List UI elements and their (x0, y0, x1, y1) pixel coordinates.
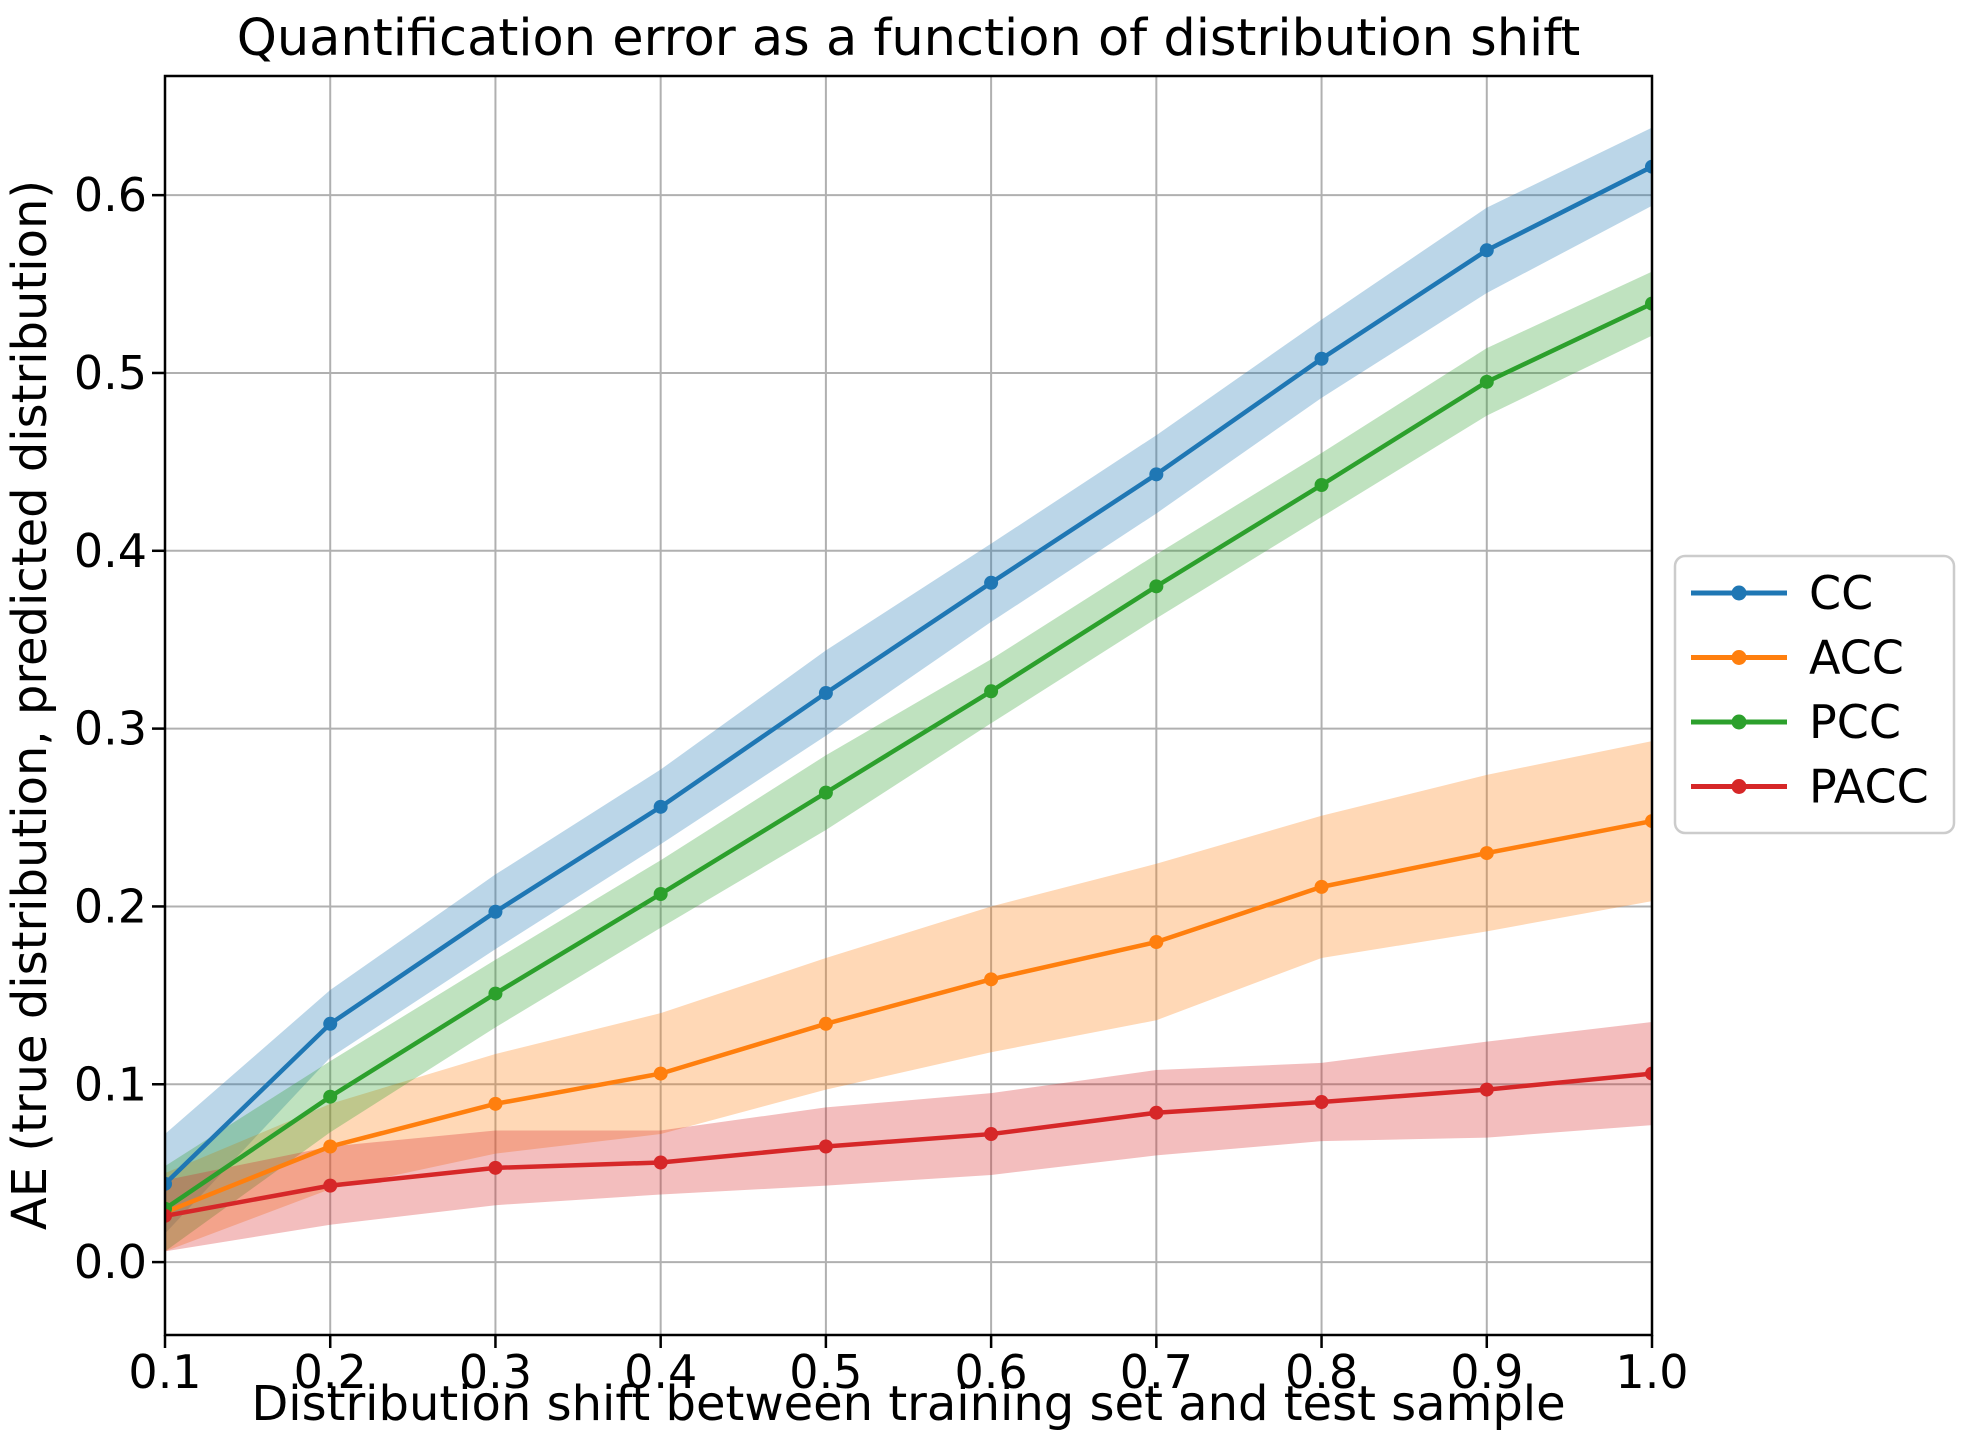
x-axis-label: Distribution shift between training set … (251, 1376, 1566, 1432)
x-tick-label: 0.2 (294, 1345, 367, 1399)
series-line-ACC (165, 818, 1652, 1215)
data-point-ACC (323, 1139, 338, 1154)
x-tick-label: 0.7 (1120, 1345, 1193, 1399)
series-line-PACC (165, 1071, 1652, 1219)
series-line-CC (165, 164, 1652, 1187)
series-line-PCC (165, 301, 1652, 1211)
legend-label-PCC: PCC (1809, 695, 1901, 749)
x-tick-label: 0.5 (789, 1345, 862, 1399)
data-point-PCC (653, 886, 668, 901)
data-point-PACC (653, 1155, 668, 1170)
data-point-PCC (1479, 374, 1494, 389)
data-point-PCC (488, 986, 503, 1001)
data-point-ACC (1645, 814, 1652, 829)
data-point-PACC (165, 1208, 172, 1223)
data-point-PCC (818, 785, 833, 800)
data-point-PCC (1645, 296, 1652, 311)
x-tick-label: 0.4 (624, 1345, 697, 1399)
data-point-ACC (1479, 846, 1494, 861)
x-tick-label: 0.9 (1450, 1345, 1523, 1399)
data-point-PACC (984, 1127, 999, 1142)
y-tick-label: 0.4 (74, 524, 147, 578)
legend-marker-PCC (1731, 714, 1747, 730)
legend-marker-PACC (1731, 779, 1747, 794)
data-point-CC (1479, 243, 1494, 258)
axes-spines (163, 74, 1654, 1337)
legend-box (1673, 554, 1956, 835)
data-point-CC (488, 904, 503, 919)
data-point-ACC (1314, 879, 1329, 894)
y-tick-label: 0.0 (74, 1235, 147, 1289)
legend-label-PACC: PACC (1809, 760, 1929, 814)
data-point-ACC (1149, 935, 1164, 950)
data-point-ACC (984, 972, 999, 987)
data-point-ACC (488, 1096, 503, 1111)
data-point-PCC (323, 1089, 338, 1104)
legend-label-ACC: ACC (1809, 631, 1904, 685)
data-point-PCC (984, 684, 999, 699)
x-tick-label: 0.3 (459, 1345, 532, 1399)
data-point-PACC (818, 1139, 833, 1154)
y-tick-label: 0.3 (74, 702, 147, 756)
legend-marker-ACC (1731, 650, 1747, 665)
x-tick-label: 0.8 (1285, 1345, 1358, 1399)
data-point-CC (1645, 159, 1652, 174)
legend-label-CC: CC (1809, 566, 1873, 620)
data-point-ACC (653, 1066, 668, 1081)
data-point-CC (1314, 351, 1329, 366)
y-tick-label: 0.5 (74, 346, 147, 400)
legend-marker-CC (1731, 585, 1747, 601)
data-point-PACC (1149, 1105, 1164, 1120)
data-point-CC (1149, 467, 1164, 482)
data-point-PACC (1479, 1082, 1494, 1097)
data-point-CC (818, 686, 833, 701)
data-point-PCC (1149, 579, 1164, 594)
data-point-CC (165, 1176, 172, 1191)
y-tick-label: 0.6 (74, 168, 147, 222)
data-point-CC (984, 575, 999, 590)
band-PCC (165, 271, 1652, 1252)
x-tick-label: 1.0 (1615, 1345, 1688, 1399)
data-point-CC (323, 1016, 338, 1031)
data-point-CC (653, 799, 668, 814)
band-ACC (165, 741, 1652, 1252)
x-tick-label: 0.1 (128, 1345, 201, 1399)
data-point-PACC (1314, 1095, 1329, 1110)
chart-title: Quantification error as a function of di… (236, 9, 1581, 68)
data-point-PACC (488, 1160, 503, 1175)
y-tick-label: 0.1 (74, 1057, 147, 1111)
band-PACC (165, 1022, 1652, 1252)
band-CC (165, 127, 1652, 1234)
data-point-ACC (818, 1016, 833, 1031)
data-point-PACC (323, 1178, 338, 1193)
x-tick-label: 0.6 (955, 1345, 1028, 1399)
y-tick-label: 0.2 (74, 879, 147, 933)
data-point-PCC (1314, 477, 1329, 492)
data-point-PACC (1645, 1066, 1652, 1081)
